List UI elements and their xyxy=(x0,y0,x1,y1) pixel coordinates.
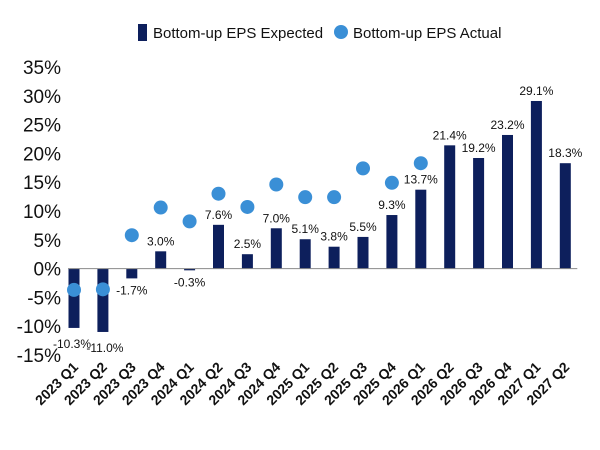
expected-bar xyxy=(559,163,571,269)
actual-point xyxy=(269,177,284,192)
actual-point xyxy=(240,199,255,214)
actual-point xyxy=(384,175,399,190)
expected-bar xyxy=(155,251,167,269)
legend-label-expected: Bottom-up EPS Expected xyxy=(153,25,323,42)
expected-bar xyxy=(473,158,485,269)
actual-point xyxy=(67,282,81,297)
expected-data-label: 5.1% xyxy=(292,222,320,236)
expected-bar xyxy=(97,268,109,332)
expected-bar xyxy=(241,254,253,269)
y-tick-label: -15% xyxy=(17,346,61,367)
y-tick-label: 20% xyxy=(23,144,61,165)
expected-bar xyxy=(126,268,138,279)
legend-label-actual: Bottom-up EPS Actual xyxy=(353,25,501,42)
actual-series xyxy=(67,156,428,297)
expected-bar xyxy=(357,236,369,269)
expected-data-label: 5.5% xyxy=(349,220,377,234)
expected-data-label: 2.5% xyxy=(234,237,262,251)
expected-data-label: 9.3% xyxy=(378,198,406,212)
y-tick-label: 15% xyxy=(23,173,61,194)
expected-bar xyxy=(502,134,513,269)
actual-point xyxy=(182,214,197,229)
expected-data-label: 13.7% xyxy=(404,173,438,187)
expected-data-label: -1.7% xyxy=(116,283,148,297)
y-tick-label: 30% xyxy=(23,87,61,108)
expected-bar xyxy=(328,246,340,269)
expected-data-label: -10.3% xyxy=(53,337,91,351)
expected-bar xyxy=(184,268,196,271)
expected-data-label: 23.2% xyxy=(490,118,524,132)
expected-data-label: 7.6% xyxy=(205,208,233,222)
expected-bar xyxy=(213,224,224,269)
expected-bar xyxy=(299,239,311,269)
y-tick-label: 25% xyxy=(23,116,61,137)
actual-point xyxy=(124,228,139,243)
y-tick-label: 0% xyxy=(34,260,62,281)
actual-point xyxy=(298,190,313,205)
actual-point xyxy=(413,156,428,171)
actual-point xyxy=(356,161,370,176)
actual-point xyxy=(327,190,342,205)
expected-bar xyxy=(415,189,427,269)
y-tick-label: 5% xyxy=(34,231,62,252)
actual-point xyxy=(211,186,226,201)
expected-data-label: 29.1% xyxy=(519,84,553,98)
legend: Bottom-up EPS Expected Bottom-up EPS Act… xyxy=(138,24,501,42)
expected-bar xyxy=(530,100,542,269)
expected-data-label: -11.0% xyxy=(86,341,123,355)
expected-bar xyxy=(270,228,282,269)
y-tick-label: -5% xyxy=(27,288,61,309)
expected-bar xyxy=(444,145,456,269)
expected-data-label: 3.0% xyxy=(147,234,175,248)
actual-point xyxy=(153,200,168,215)
y-tick-label: 10% xyxy=(23,202,61,223)
data-labels: -10.3%-11.0%-1.7%3.0%-0.3%7.6%2.5%7.0%5.… xyxy=(53,84,583,355)
expected-data-label: 21.4% xyxy=(433,128,467,142)
expected-data-label: 19.2% xyxy=(462,141,496,155)
y-tick-label: 35% xyxy=(23,58,61,79)
expected-data-label: 7.0% xyxy=(263,211,291,225)
y-axis: -15% -10% -5% 0% 5% 10% 15% 20% 25% 30% 35% xyxy=(17,58,61,367)
actual-point xyxy=(95,282,110,297)
expected-bar xyxy=(386,215,398,269)
legend-bar-swatch xyxy=(138,24,147,41)
expected-data-label: 3.8% xyxy=(320,230,348,244)
expected-bar xyxy=(68,268,80,328)
expected-data-label: -0.3% xyxy=(174,275,206,289)
expected-data-label: 18.3% xyxy=(548,146,582,160)
legend-dot-swatch xyxy=(334,25,348,39)
bar-series xyxy=(68,100,571,332)
y-tick-label: -10% xyxy=(17,317,61,338)
